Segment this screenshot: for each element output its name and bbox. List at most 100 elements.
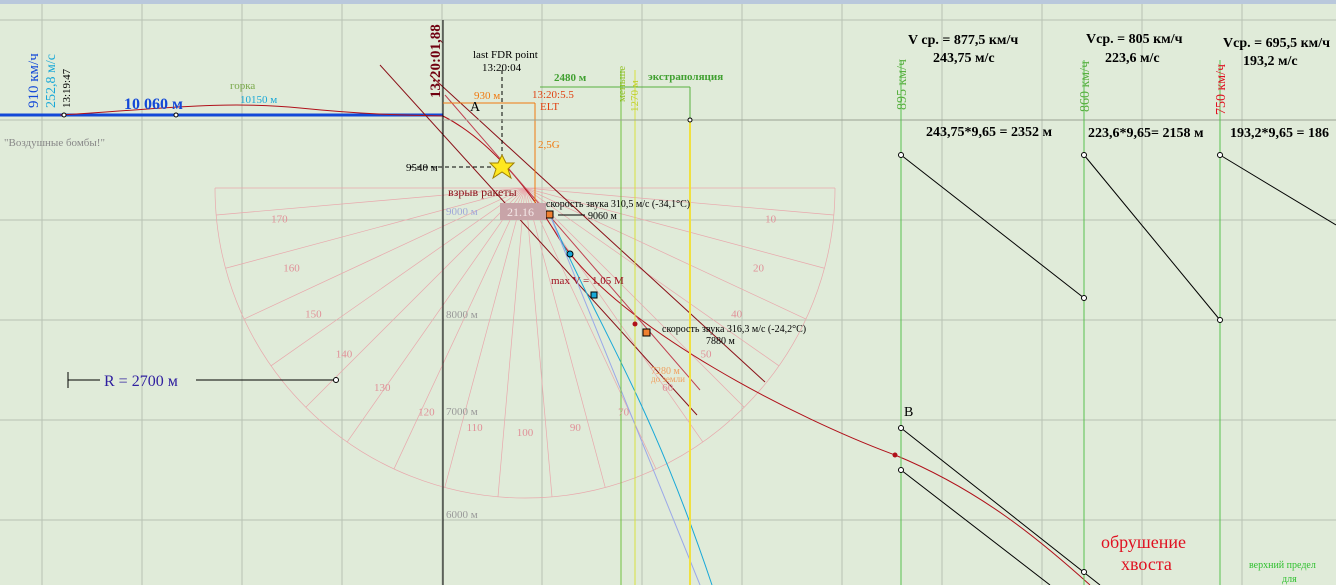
marker xyxy=(642,328,651,337)
label: для xyxy=(1282,574,1297,585)
protractor-label: 150 xyxy=(305,308,322,320)
label: 895 км/ч xyxy=(895,59,910,110)
protractor-label: 50 xyxy=(700,349,712,361)
line xyxy=(444,94,701,391)
label: 2,5G xyxy=(538,139,560,151)
protractor-label: 110 xyxy=(467,422,484,434)
protractor-ray xyxy=(243,187,526,320)
protractor-arc xyxy=(214,187,836,499)
label: 910 км/ч xyxy=(26,53,42,108)
label: 21.16 xyxy=(507,205,534,219)
marker xyxy=(545,210,554,219)
protractor-ray xyxy=(524,187,834,216)
label: A xyxy=(470,100,481,115)
protractor-ray xyxy=(524,187,606,488)
protractor-ray xyxy=(393,187,526,470)
label: B xyxy=(904,405,913,420)
label: 930 м xyxy=(474,90,500,102)
label: "Воздушные бомбы!" xyxy=(4,137,105,149)
label: 750 км/ч xyxy=(1214,64,1229,115)
line xyxy=(549,214,701,585)
label: 2480 м xyxy=(554,72,587,84)
protractor-label: 60 xyxy=(662,382,674,394)
protractor-label: 140 xyxy=(336,349,353,361)
label: 13:20:01,88 xyxy=(428,24,444,98)
protractor-label: 90 xyxy=(570,422,582,434)
label: 243,75*9,65 = 2352 м xyxy=(926,125,1052,140)
protractor-ray xyxy=(346,187,526,443)
top-bar xyxy=(0,0,1336,4)
protractor-label: 10 xyxy=(765,214,777,226)
label: 860 км/ч xyxy=(1078,61,1093,112)
label: 193,2*9,65 = 186 xyxy=(1230,126,1329,141)
label: 9060 м xyxy=(588,211,618,222)
time-box xyxy=(500,203,546,220)
label: 13:20:04 xyxy=(482,62,522,74)
protractor-ray xyxy=(524,187,553,497)
label: 13:19:47 xyxy=(61,68,73,108)
label: R = 2700 м xyxy=(104,373,178,390)
label: 8000 м xyxy=(446,309,478,321)
protractor-ray xyxy=(270,187,526,367)
dot xyxy=(892,452,898,458)
label: max V = 1,05 M xyxy=(551,275,624,287)
line xyxy=(379,64,698,416)
protractor-label: 100 xyxy=(517,427,534,439)
label: хвоста xyxy=(1121,554,1172,574)
label: обрушение xyxy=(1101,532,1186,552)
protractor-label: 130 xyxy=(374,382,391,394)
label: 7000 м xyxy=(446,406,478,418)
label: 10 060 м xyxy=(124,96,183,113)
label: 13:20:5.5 xyxy=(532,89,574,101)
label: меньше xyxy=(616,66,628,102)
cyan-curve xyxy=(549,214,713,585)
protractor-ray xyxy=(497,187,526,497)
label: V ср. = 877,5 км/ч xyxy=(908,33,1018,48)
protractor-ray xyxy=(225,187,526,269)
protractor-ray xyxy=(305,187,526,408)
trajectory xyxy=(0,20,1336,585)
protractor-ray xyxy=(444,187,526,488)
protractor-ray xyxy=(524,187,807,320)
protractor-label: 40 xyxy=(731,308,743,320)
explosion-star xyxy=(488,153,516,180)
protractor xyxy=(214,187,836,499)
label: 7280 м xyxy=(651,366,681,377)
label: 9540 м xyxy=(406,162,438,174)
protractor-ray xyxy=(524,187,825,269)
protractor-label: 120 xyxy=(418,407,435,419)
label: 9000 м xyxy=(446,206,478,218)
marker xyxy=(590,291,598,299)
protractor-label: 170 xyxy=(271,214,288,226)
label: взрыв ракеты xyxy=(448,185,517,199)
marker xyxy=(566,250,574,258)
label: 243,75 м/с xyxy=(933,51,995,66)
label: верхний предел xyxy=(1249,560,1316,571)
line xyxy=(429,74,766,383)
protractor-ray xyxy=(524,187,780,367)
label: скорость звука 316,3 м/с (-24,2°C) xyxy=(662,324,806,335)
label: Vср. = 805 км/ч xyxy=(1086,32,1183,47)
protractor-label: 160 xyxy=(283,263,300,275)
protractor-label: 70 xyxy=(618,407,630,419)
label: 193,2 м/с xyxy=(1243,54,1298,69)
label: горка xyxy=(230,80,255,92)
label: ELT xyxy=(540,101,559,113)
label: 223,6*9,65= 2158 м xyxy=(1088,126,1204,141)
labels: 910 км/ч 252,8 м/с 13:19:47 10 060 м гор… xyxy=(4,24,1330,585)
label: экстраполяция xyxy=(648,71,723,83)
label: 6000 м xyxy=(446,509,478,521)
label: 10150 м xyxy=(240,94,277,106)
label: 223,6 м/с xyxy=(1105,51,1160,66)
label: скорость звука 310,5 м/с (-34,1°C) xyxy=(546,199,690,210)
label: до земли xyxy=(651,374,685,384)
protractor-label: 20 xyxy=(753,263,765,275)
label: 1270 м xyxy=(629,80,641,112)
label: 252,8 м/с xyxy=(44,54,59,108)
label: last FDR point xyxy=(473,49,538,61)
protractor-ray xyxy=(216,187,526,216)
dot xyxy=(632,321,638,327)
label: Vср. = 695,5 км/ч xyxy=(1223,36,1330,51)
